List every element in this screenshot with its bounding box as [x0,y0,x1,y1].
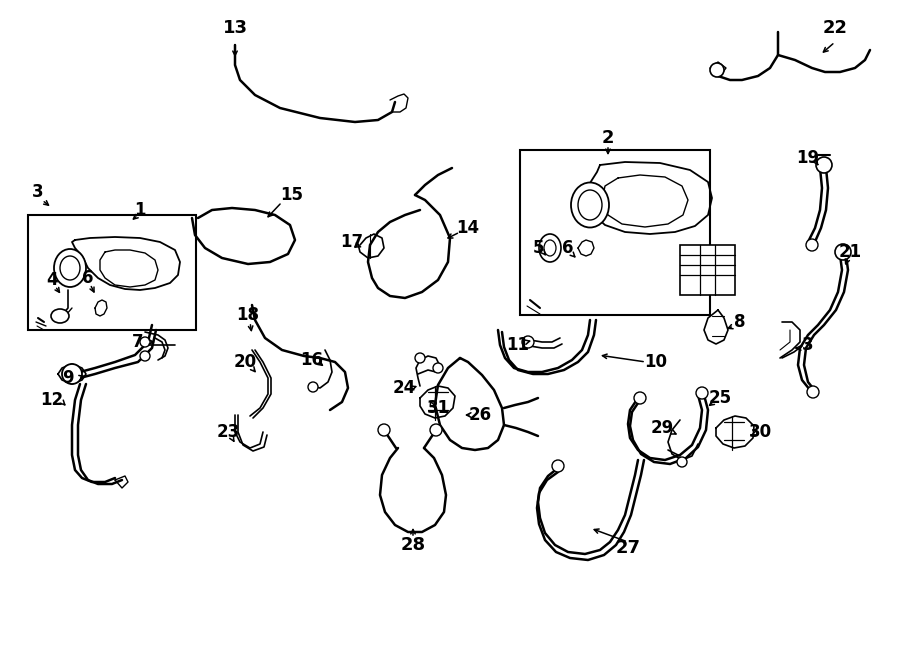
Text: 3: 3 [32,183,44,201]
Circle shape [696,387,708,399]
Text: 6: 6 [562,239,574,257]
Bar [28,215,196,330]
Text: 26: 26 [468,406,491,424]
Bar [680,245,735,295]
Text: 1: 1 [134,201,146,219]
Text: 16: 16 [301,351,323,369]
Text: 29: 29 [651,419,673,437]
Text: 24: 24 [392,379,416,397]
Circle shape [807,386,819,398]
Circle shape [378,424,390,436]
Text: 4: 4 [46,271,58,289]
Ellipse shape [54,249,86,287]
Ellipse shape [578,190,602,220]
Circle shape [806,239,818,251]
Text: 7: 7 [132,333,144,351]
Text: 21: 21 [839,243,861,261]
Circle shape [816,157,832,173]
Text: 27: 27 [616,539,641,557]
Circle shape [415,353,425,363]
Text: 12: 12 [40,391,64,409]
Ellipse shape [51,309,69,323]
Circle shape [433,363,443,373]
Ellipse shape [571,182,609,227]
Circle shape [140,337,150,347]
Text: 25: 25 [708,389,732,407]
Text: 18: 18 [237,306,259,324]
Ellipse shape [544,240,556,256]
Text: 19: 19 [796,149,820,167]
Circle shape [308,382,318,392]
Text: 5: 5 [532,239,544,257]
Text: 15: 15 [281,186,303,204]
Text: 20: 20 [233,353,256,371]
Text: 17: 17 [340,233,364,251]
Text: 14: 14 [456,219,480,237]
Text: 9: 9 [62,369,74,387]
Text: 2: 2 [602,129,614,147]
Text: 10: 10 [644,353,668,371]
Text: 31: 31 [427,399,450,417]
Text: 28: 28 [400,536,426,554]
Text: 13: 13 [222,19,248,37]
Circle shape [430,424,442,436]
Circle shape [835,244,851,260]
Circle shape [634,392,646,404]
Circle shape [710,63,724,77]
Ellipse shape [539,234,561,262]
Circle shape [140,351,150,361]
Text: 22: 22 [823,19,848,37]
Circle shape [62,364,82,384]
Text: 23: 23 [216,423,239,441]
Text: 6: 6 [82,269,94,287]
Text: 8: 8 [734,313,746,331]
Text: 30: 30 [749,423,771,441]
Circle shape [522,336,534,348]
Ellipse shape [60,256,80,280]
Text: 11: 11 [507,336,529,354]
Circle shape [677,457,687,467]
Text: 3: 3 [802,336,814,354]
Bar [520,150,710,315]
Circle shape [552,460,564,472]
